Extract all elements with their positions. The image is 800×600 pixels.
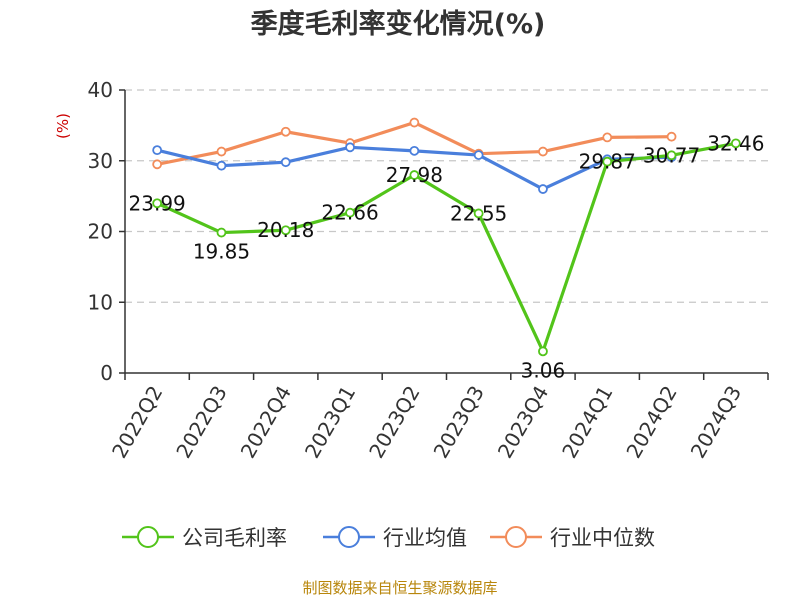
data-point (152, 198, 163, 209)
data-point (216, 227, 227, 238)
legend-entry: 行业均值 (383, 526, 467, 550)
data-point (538, 146, 548, 157)
x-tick-label: 2023Q2 (364, 382, 424, 463)
chart-title: 季度毛利率变化情况(%) (251, 8, 546, 40)
series-group (152, 117, 741, 357)
data-point (409, 170, 420, 180)
data-labels: 23.99 19.85 20.18 22.66 27.98 22.55 3.06 29.87 3… (129, 131, 765, 382)
gridlines (125, 89, 768, 303)
data-point (345, 207, 355, 218)
data-point (409, 117, 420, 128)
data-point (216, 160, 227, 171)
data-point (473, 150, 484, 160)
data-label: 23.99 (129, 191, 186, 215)
data-label: 32.46 (707, 131, 764, 155)
y-tick-label: 40 (88, 78, 113, 102)
data-point (538, 184, 548, 194)
data-point (409, 145, 420, 156)
x-tick-label: 2023Q4 (493, 382, 553, 463)
data-point (280, 225, 291, 236)
data-point (280, 126, 291, 137)
x-tick-label: 2023Q3 (429, 382, 489, 463)
data-label: 27.98 (386, 163, 443, 187)
x-tick-label: 2022Q3 (171, 382, 231, 463)
data-label: 22.55 (450, 201, 507, 225)
legend: 公司毛利率 行业均值 行业中位数 (122, 526, 655, 550)
legend-swatch-marker (505, 526, 527, 548)
legend-entry: 行业中位数 (550, 526, 655, 550)
legend-swatch-marker (137, 526, 159, 548)
legend-entry: 公司毛利率 (182, 526, 287, 550)
data-label: 19.85 (193, 240, 250, 264)
data-point (538, 346, 548, 357)
source-note: 制图数据来自恒生聚源数据库 (302, 579, 497, 597)
x-tick-label: 2024Q3 (686, 382, 746, 463)
data-point (666, 150, 677, 161)
y-tick-label: 10 (88, 290, 113, 314)
data-point (152, 159, 163, 170)
data-point (473, 208, 484, 219)
data-point (602, 156, 613, 167)
x-tick-label: 2022Q4 (236, 382, 296, 463)
data-label: 30.77 (643, 143, 700, 167)
y-tick-label: 30 (88, 149, 113, 173)
y-tick-label: 20 (88, 220, 113, 244)
data-point (345, 142, 355, 153)
data-label: 29.87 (579, 150, 636, 174)
x-tick-label: 2022Q2 (107, 382, 167, 463)
y-tick-label: 0 (100, 361, 113, 385)
data-label: 20.18 (257, 218, 314, 242)
y-axis-label: (%) (54, 113, 72, 139)
x-tick-label: 2023Q1 (300, 382, 360, 463)
data-point (152, 145, 163, 156)
legend-swatch-marker (338, 526, 360, 548)
data-label: 22.66 (321, 201, 378, 225)
data-point (666, 131, 677, 142)
data-point (602, 132, 613, 143)
x-tick-label: 2024Q1 (557, 382, 617, 463)
series-line (156, 141, 737, 353)
data-point (280, 157, 291, 168)
data-label: 3.06 (521, 358, 566, 382)
data-point (216, 146, 227, 157)
data-point (730, 138, 741, 149)
x-tick-label: 2024Q2 (621, 382, 681, 463)
